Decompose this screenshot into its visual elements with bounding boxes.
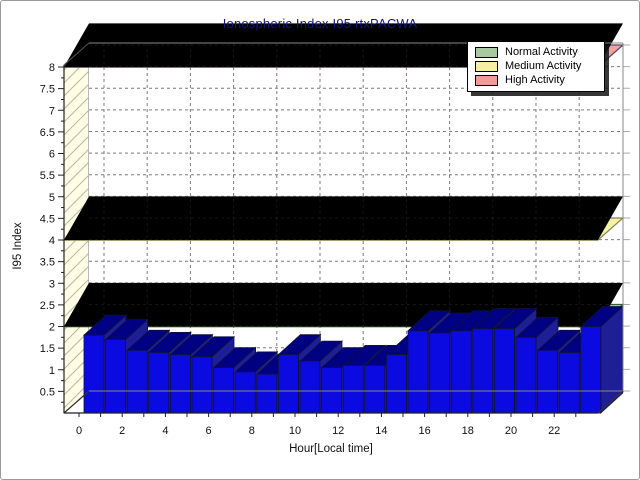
y-tick-label: 1.5 [40, 343, 55, 355]
legend-item-high: High Activity [472, 74, 600, 87]
x-tick-label: 6 [206, 425, 212, 437]
y-tick-label: 3.5 [40, 257, 55, 269]
x-tick-label: 4 [162, 425, 168, 437]
y-tick-label: 0.5 [40, 386, 55, 398]
legend-item-medium: Medium Activity [472, 60, 600, 73]
x-axis-title: Hour[Local time] [289, 443, 373, 455]
x-tick-label: 2 [119, 425, 125, 437]
chart-title: Ionospheric Index I95 rtxPACWA [222, 16, 418, 31]
y-tick-label: 6.5 [40, 127, 55, 139]
y-tick-labels: 0.5 1 1.5 2 2.5 3 3.5 4 4.5 5 5.5 6 6.5 7 7.5 8 [40, 62, 55, 398]
y-tick-label: 7.5 [40, 84, 55, 96]
legend-swatch-icon [475, 47, 498, 58]
x-tick-label: 20 [505, 425, 517, 437]
y-tick-label: 3 [49, 278, 55, 290]
x-tick-label: 18 [462, 425, 474, 437]
y-tick-label: 4.5 [40, 213, 55, 225]
right-edge-ticks [623, 44, 630, 392]
legend-item-normal: Normal Activity [472, 46, 600, 59]
y-tick-label: 2 [49, 322, 55, 334]
tick-marks [58, 66, 577, 417]
legend-swatch-icon [475, 61, 498, 72]
bars [82, 305, 624, 414]
y-axis-title: I95 Index [12, 222, 24, 270]
x-tick-label: 14 [375, 425, 387, 437]
y-tick-label: 6 [49, 149, 55, 161]
x-tick-label: 12 [332, 425, 344, 437]
y-tick-label: 8 [49, 62, 55, 74]
y-tick-label: 1 [49, 365, 55, 377]
x-tick-label: 16 [418, 425, 430, 437]
x-tick-label: 10 [289, 425, 301, 437]
y-tick-label: 5.5 [40, 170, 55, 182]
x-tick-label: 22 [548, 425, 560, 437]
y-tick-label: 7 [49, 105, 55, 117]
y-tick-label: 4 [49, 235, 55, 247]
x-tick-label: 0 [76, 425, 82, 437]
x-tick-labels: 0 2 4 6 8 10 12 14 16 18 20 22 [76, 425, 560, 437]
x-tick-label: 8 [249, 425, 255, 437]
legend-label: Medium Activity [505, 60, 582, 72]
y-tick-label: 5 [49, 192, 55, 204]
legend-label: Normal Activity [505, 46, 578, 58]
legend-label: High Activity [505, 74, 565, 86]
legend-swatch-icon [475, 75, 498, 86]
legend: Normal Activity Medium Activity High Activ… [467, 41, 605, 92]
y-tick-label: 2.5 [40, 300, 55, 312]
